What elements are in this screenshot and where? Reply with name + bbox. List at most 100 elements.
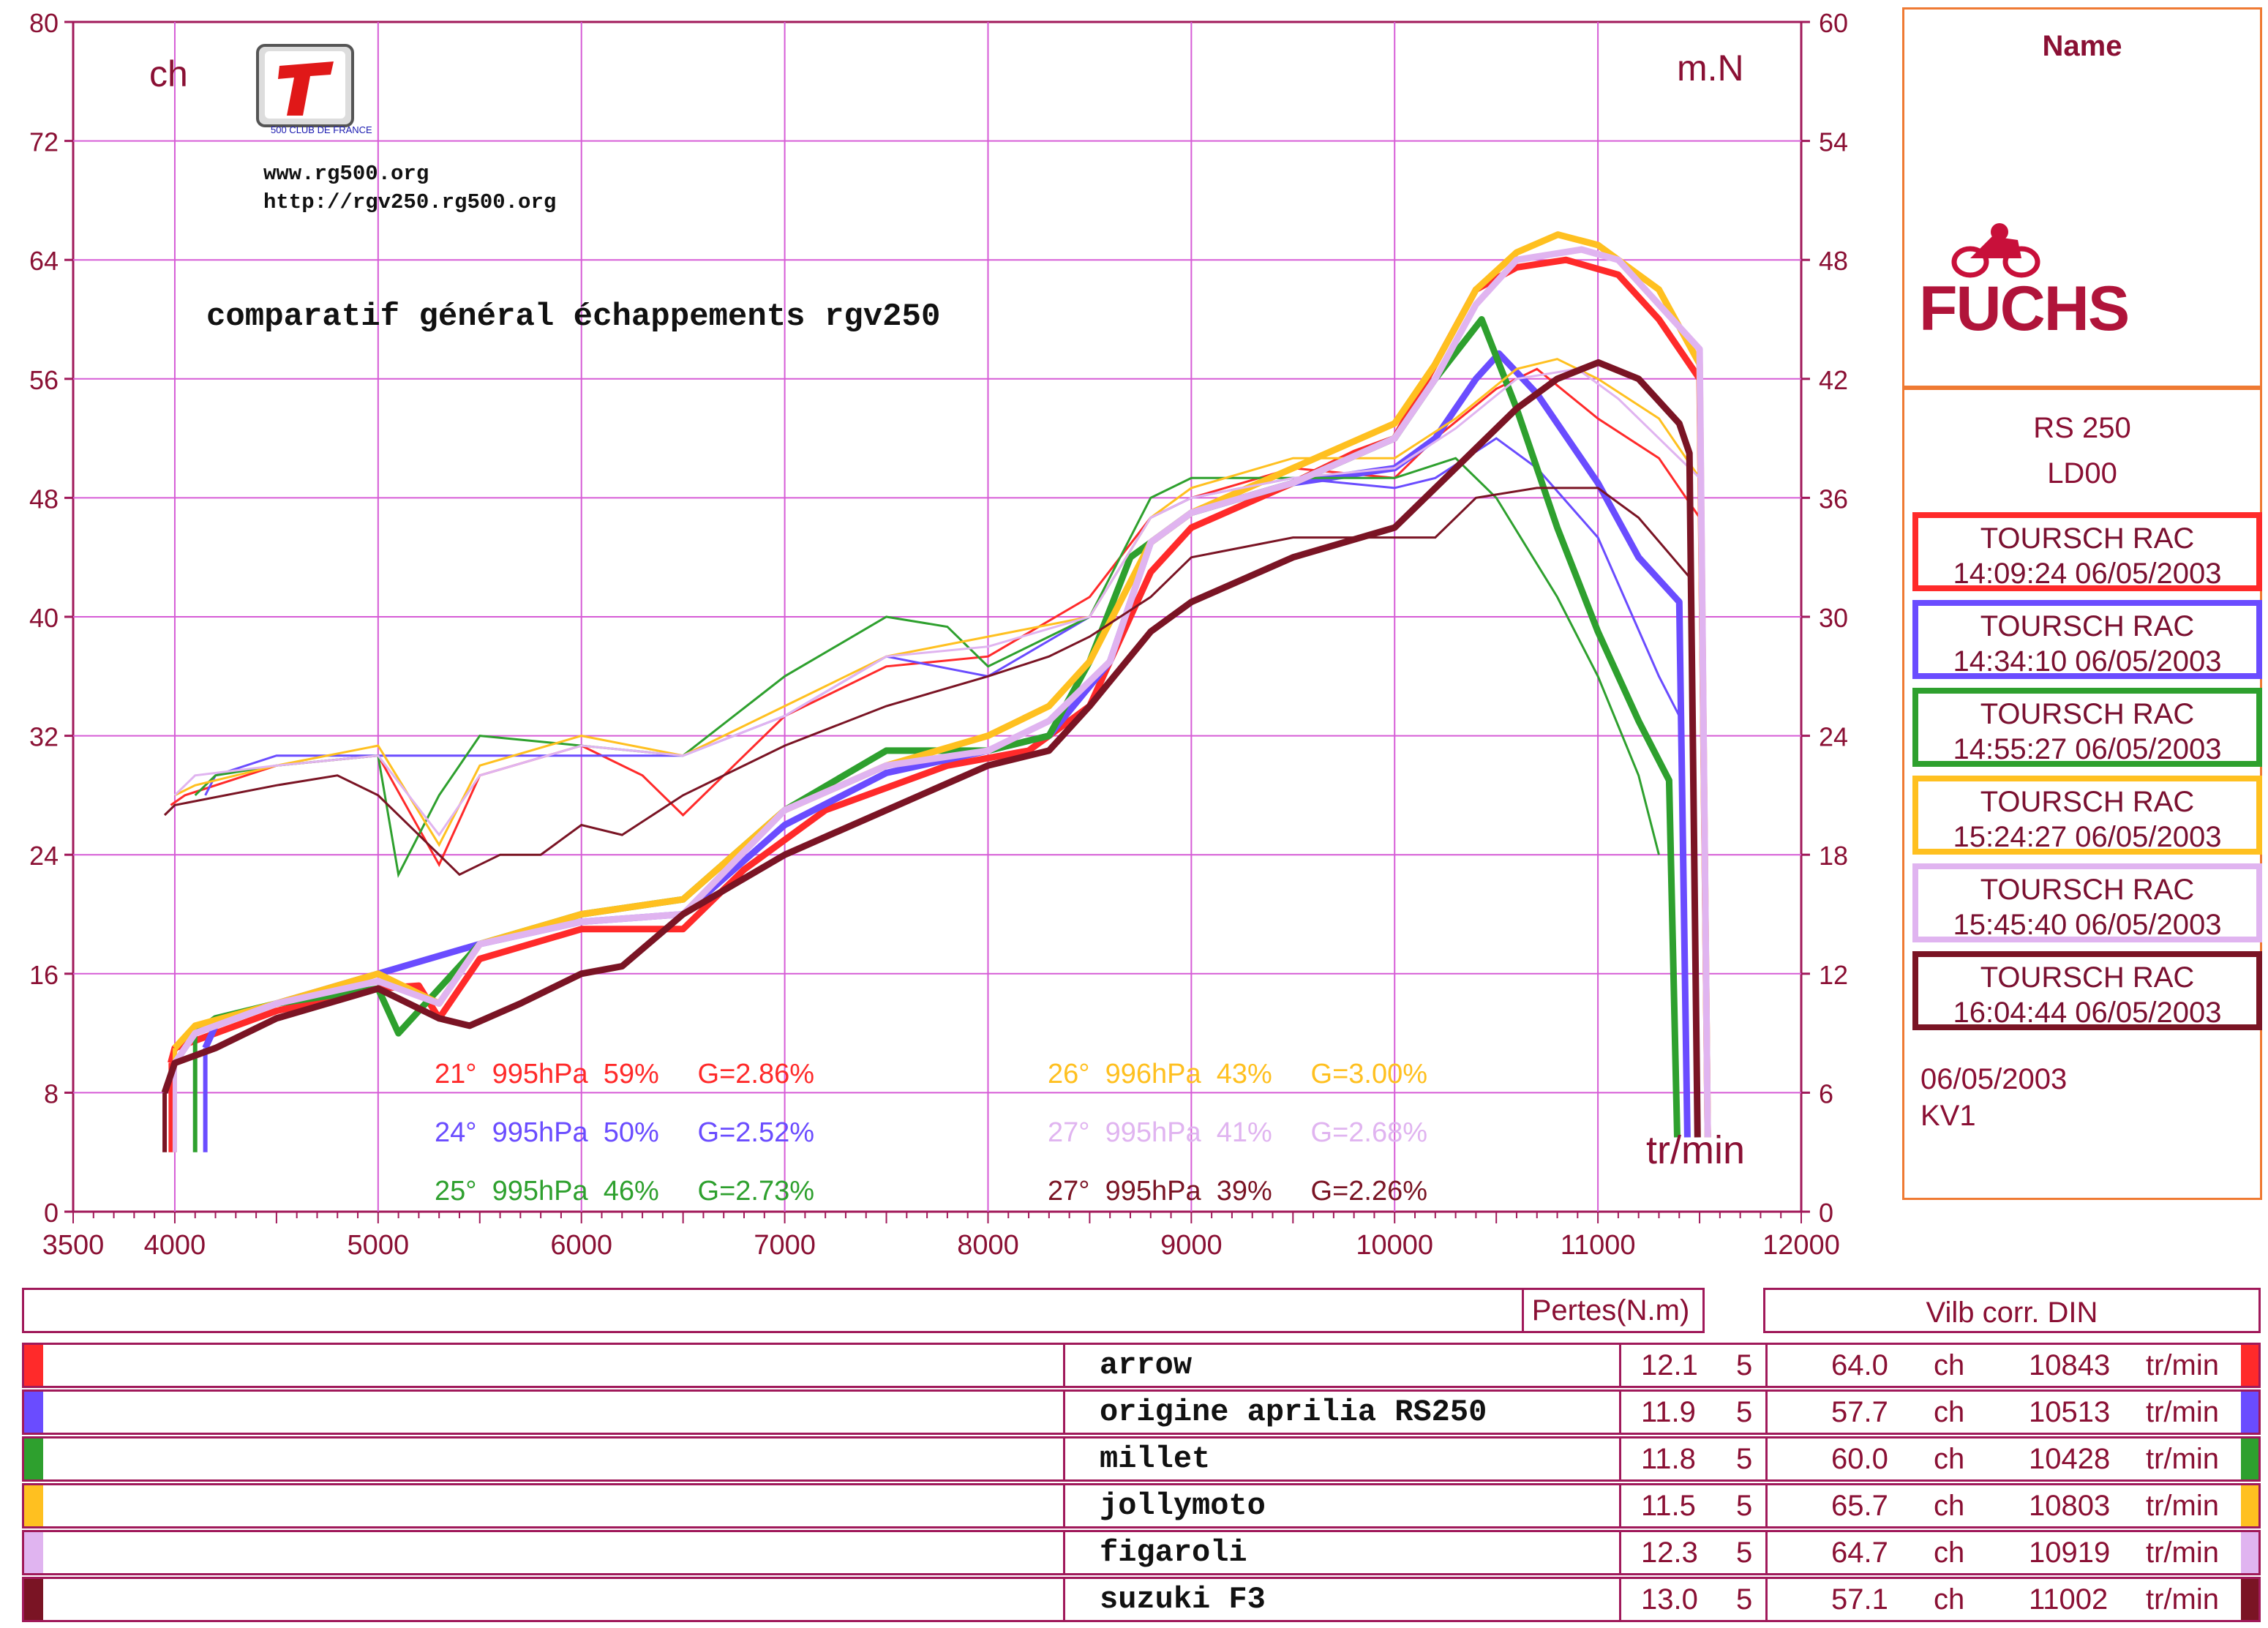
x-tick-label: 10000 bbox=[1356, 1230, 1433, 1261]
x-tick-label: 8000 bbox=[957, 1230, 1019, 1261]
run-date: 06/05/2003 bbox=[1920, 1063, 2068, 1095]
run-kv: KV1 bbox=[1920, 1100, 1976, 1132]
x-tick-label: 5000 bbox=[348, 1230, 410, 1261]
chart-title: comparatif général échappements rgv250 bbox=[206, 299, 940, 335]
y-left-tick-label: 0 bbox=[44, 1198, 59, 1228]
row-color-swatch bbox=[24, 1345, 43, 1386]
row-power-unit: ch bbox=[1934, 1396, 1965, 1428]
row-loss: 11.9 bbox=[1641, 1396, 1696, 1428]
chart-axes: 0 8 16 24 32 40 48 56 64 72 80 0 6 12 18 24 30 36 42 48 54 60… bbox=[29, 8, 1848, 1261]
row-loss: 12.1 bbox=[1641, 1349, 1698, 1381]
column-divider bbox=[1063, 1392, 1065, 1433]
row-color-swatch-right bbox=[2241, 1392, 2258, 1433]
table-row: origine aprilia RS250 11.9 5 57.7 ch 10513 tr/… bbox=[22, 1389, 2261, 1435]
row-loss: 11.8 bbox=[1641, 1443, 1696, 1475]
row-loss: 12.3 bbox=[1641, 1537, 1698, 1569]
condition-label: 26° 996hPa 43% G=3.00% bbox=[1048, 1059, 1427, 1089]
row-loss: 11.5 bbox=[1641, 1490, 1696, 1522]
run-title: TOURSCH RAC bbox=[1980, 522, 2195, 555]
column-divider bbox=[1619, 1485, 1621, 1526]
row-name: suzuki F3 bbox=[1100, 1582, 1266, 1617]
row-name: origine aprilia RS250 bbox=[1100, 1395, 1487, 1430]
run-title: TOURSCH RAC bbox=[1980, 610, 2195, 642]
name-label: Name bbox=[2042, 30, 2122, 62]
vehicle-code: LD00 bbox=[2047, 457, 2117, 489]
dyno-chart: 0 8 16 24 32 40 48 56 64 72 80 0 6 12 18 24 30 36 42 48 54 60… bbox=[29, 8, 1848, 1261]
column-divider bbox=[1619, 1438, 1621, 1479]
row-power-unit: ch bbox=[1934, 1490, 1965, 1522]
torque-line-figaroli bbox=[173, 367, 1701, 837]
row-rpm-unit: tr/min bbox=[2146, 1490, 2219, 1522]
y-right-tick-label: 48 bbox=[1819, 246, 1848, 276]
row-gear: 5 bbox=[1736, 1443, 1753, 1475]
row-name: millet bbox=[1100, 1441, 1211, 1477]
y-right-tick-label: 36 bbox=[1819, 484, 1848, 514]
y-right-tick-label: 6 bbox=[1819, 1079, 1833, 1109]
y-right-tick-label: 18 bbox=[1819, 841, 1848, 871]
run-entry: TOURSCH RAC 15:24:27 06/05/2003 bbox=[1912, 776, 2262, 855]
y-left-tick-label: 64 bbox=[29, 246, 59, 276]
club-logo bbox=[256, 44, 354, 127]
y-right-tick-label: 30 bbox=[1819, 603, 1848, 633]
y-left-tick-label: 40 bbox=[29, 603, 59, 633]
table-row: figaroli 12.3 5 64.7 ch 10919 tr/min bbox=[22, 1530, 2261, 1575]
row-color-swatch-right bbox=[2241, 1532, 2258, 1573]
run-entry: TOURSCH RAC 16:04:44 06/05/2003 bbox=[1912, 951, 2262, 1030]
y-left-tick-label: 48 bbox=[29, 484, 59, 514]
y-right-tick-label: 60 bbox=[1819, 8, 1848, 38]
row-color-swatch bbox=[24, 1392, 43, 1433]
vehicle-box: RS 250 LD00 06/05/2003 KV1 bbox=[1902, 388, 2262, 1200]
run-time: 15:24:27 06/05/2003 bbox=[1953, 821, 2222, 853]
column-divider bbox=[1765, 1392, 1768, 1433]
row-color-swatch bbox=[24, 1532, 43, 1573]
row-gear: 5 bbox=[1736, 1396, 1753, 1428]
brand-logo: FUCHS bbox=[1919, 274, 2130, 344]
row-power: 64.7 bbox=[1831, 1537, 1888, 1569]
x-tick-label: 6000 bbox=[550, 1230, 612, 1261]
run-title: TOURSCH RAC bbox=[1980, 698, 2195, 730]
losses-header: Pertes(N.m) bbox=[1522, 1288, 1697, 1333]
y-right-tick-label: 12 bbox=[1819, 960, 1848, 990]
row-rpm: 10919 bbox=[2029, 1537, 2111, 1569]
y-left-unit: ch bbox=[149, 53, 188, 94]
column-divider bbox=[1063, 1438, 1065, 1479]
power-header: Vilb corr. DIN bbox=[1763, 1288, 2261, 1333]
run-entry: TOURSCH RAC 14:09:24 06/05/2003 bbox=[1912, 512, 2262, 591]
row-rpm-unit: tr/min bbox=[2146, 1396, 2219, 1428]
logo-text: 500 CLUB DE FRANCE bbox=[271, 124, 372, 135]
y-right-tick-label: 54 bbox=[1819, 127, 1848, 157]
y-right-unit: m.N bbox=[1677, 48, 1744, 89]
column-divider bbox=[1619, 1392, 1621, 1433]
row-name: jollymoto bbox=[1100, 1488, 1266, 1523]
run-time: 14:55:27 06/05/2003 bbox=[1953, 733, 2222, 765]
row-color-swatch bbox=[24, 1485, 43, 1526]
torque-line-millet bbox=[194, 457, 1660, 878]
x-unit: tr/min bbox=[1646, 1128, 1745, 1172]
row-power: 65.7 bbox=[1831, 1490, 1888, 1522]
y-left-tick-label: 24 bbox=[29, 841, 59, 871]
run-title: TOURSCH RAC bbox=[1980, 874, 2195, 906]
results-table: Pertes(N.m) Vilb corr. DIN arrow 12.1 5 64.… bbox=[0, 1284, 2268, 1628]
row-rpm-unit: tr/min bbox=[2146, 1583, 2219, 1616]
y-right-tick-label: 42 bbox=[1819, 365, 1848, 395]
row-name: arrow bbox=[1100, 1348, 1193, 1383]
table-row: millet 11.8 5 60.0 ch 10428 tr/min bbox=[22, 1436, 2261, 1482]
table-row: jollymoto 11.5 5 65.7 ch 10803 tr/min bbox=[22, 1483, 2261, 1528]
row-rpm-unit: tr/min bbox=[2146, 1443, 2219, 1475]
row-loss: 13.0 bbox=[1641, 1583, 1698, 1616]
x-tick-label: 12000 bbox=[1762, 1230, 1840, 1261]
row-rpm: 10843 bbox=[2029, 1349, 2111, 1381]
condition-label: 27° 995hPa 39% G=2.26% bbox=[1048, 1176, 1427, 1207]
run-title: TOURSCH RAC bbox=[1980, 786, 2195, 818]
row-gear: 5 bbox=[1736, 1537, 1753, 1569]
y-left-tick-label: 8 bbox=[44, 1079, 59, 1109]
chart-grid bbox=[72, 20, 1803, 1213]
row-rpm: 10513 bbox=[2029, 1396, 2111, 1428]
condition-label: 27° 995hPa 41% G=2.68% bbox=[1048, 1117, 1427, 1148]
vehicle-model: RS 250 bbox=[2033, 412, 2131, 444]
row-rpm: 10428 bbox=[2029, 1443, 2111, 1475]
column-divider bbox=[1619, 1579, 1621, 1620]
x-tick-label: 4000 bbox=[144, 1230, 206, 1261]
url-secondary: http://rgv250.rg500.org bbox=[263, 190, 556, 214]
row-power: 57.7 bbox=[1831, 1396, 1888, 1428]
